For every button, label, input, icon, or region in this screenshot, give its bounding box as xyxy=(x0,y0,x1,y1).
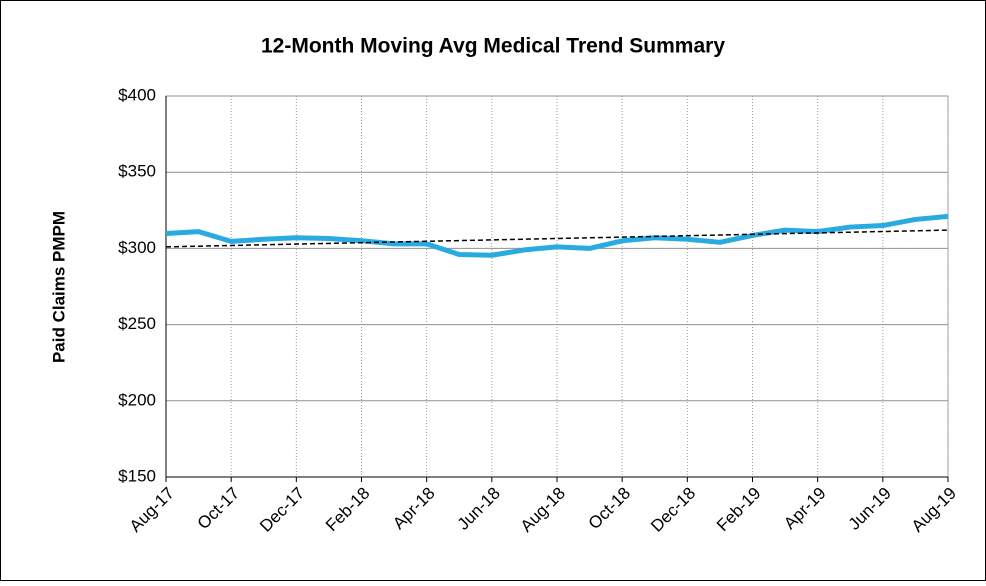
y-tick-label: $350 xyxy=(118,162,156,181)
y-tick-label: $250 xyxy=(118,314,156,333)
y-tick-label: $200 xyxy=(118,390,156,409)
y-tick-label: $300 xyxy=(118,238,156,257)
y-tick-label: $400 xyxy=(118,85,156,104)
y-tick-label: $150 xyxy=(118,466,156,485)
trend-line xyxy=(165,229,949,248)
chart-title: 12-Month Moving Avg Medical Trend Summar… xyxy=(261,35,725,58)
y-axis-title: Paid Claims PMPM xyxy=(49,211,68,363)
line-series xyxy=(165,213,949,258)
